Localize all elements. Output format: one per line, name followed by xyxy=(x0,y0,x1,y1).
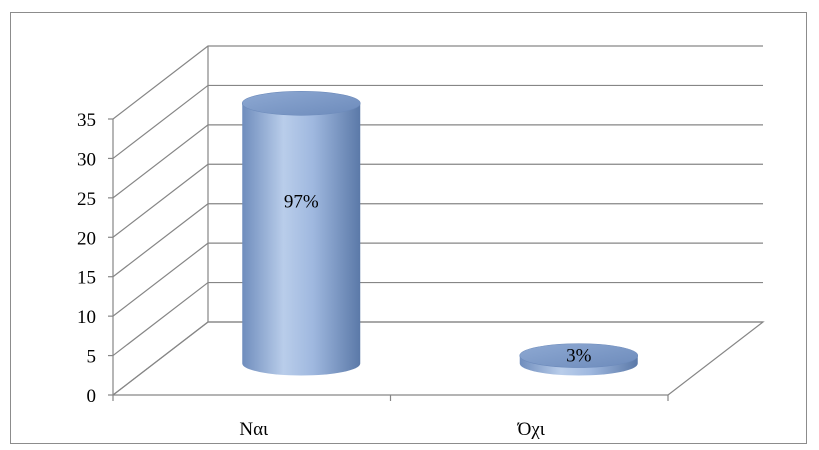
bar-body xyxy=(242,103,361,376)
gridline xyxy=(112,242,763,317)
gridline xyxy=(112,84,763,159)
y-tick-label: 35 xyxy=(77,110,96,131)
y-tick-label: 5 xyxy=(87,347,97,368)
gridline xyxy=(112,203,763,278)
gridline xyxy=(112,321,763,396)
y-tick-label: 0 xyxy=(87,386,97,407)
gridline xyxy=(112,45,763,120)
bars xyxy=(241,90,639,376)
axes xyxy=(108,46,765,401)
gridlines xyxy=(112,45,763,396)
bar-top xyxy=(241,90,361,116)
y-tick-label: 30 xyxy=(77,149,96,170)
y-tick-label: 10 xyxy=(77,307,96,328)
y-tick-label: 15 xyxy=(77,268,96,289)
labels: 0 5 10 15 20 25 30 35 Ναι Όχι 97% 3% xyxy=(77,110,592,440)
y-tick-label: 25 xyxy=(77,189,96,210)
data-label: 3% xyxy=(566,346,592,367)
x-tick-label: Όχι xyxy=(517,419,546,440)
bar-top xyxy=(519,343,639,368)
x-tick-label: Ναι xyxy=(239,419,269,440)
gridline xyxy=(112,281,763,357)
bar xyxy=(241,90,361,376)
y-tick-label: 20 xyxy=(77,228,96,249)
gridline xyxy=(112,124,763,199)
gridline xyxy=(112,163,763,238)
floor xyxy=(112,321,765,396)
bar xyxy=(519,343,639,376)
data-label: 97% xyxy=(284,191,319,212)
